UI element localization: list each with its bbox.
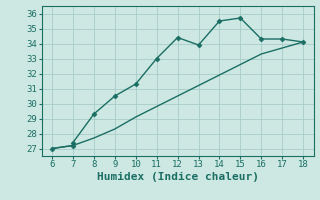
X-axis label: Humidex (Indice chaleur): Humidex (Indice chaleur): [97, 172, 259, 182]
